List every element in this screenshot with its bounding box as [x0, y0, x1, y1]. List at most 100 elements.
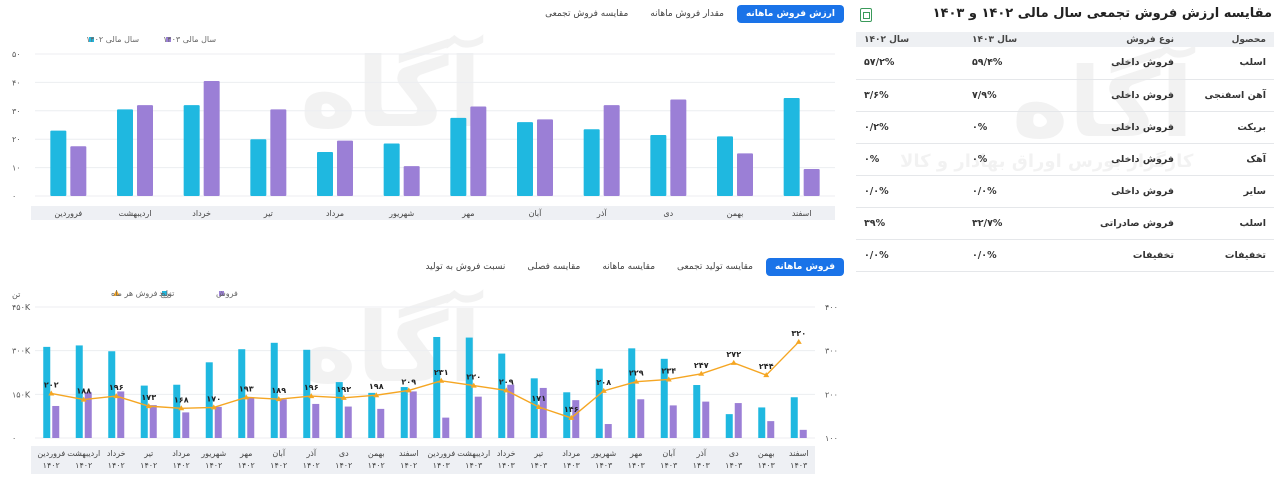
bar-production	[563, 392, 571, 438]
bottom-chart-tab-2[interactable]: مقایسه ماهانه	[602, 262, 656, 272]
bar-1403	[737, 153, 753, 196]
x-tick-year: ۱۴۰۳	[758, 461, 776, 470]
top-chart-tab-1[interactable]: مقدار فروش ماهانه	[650, 9, 724, 19]
x-tick-year: ۱۴۰۲	[238, 461, 255, 470]
x-tick-year: ۱۴۰۳	[563, 461, 581, 470]
rate-point	[113, 393, 120, 399]
table-row: سایر فروش داخلی ۰/۰% ۰/۰%	[856, 175, 1274, 208]
header-sale-type: نوع فروش	[1072, 32, 1182, 47]
rate-data-label: ۱۹۳	[239, 384, 254, 393]
bar-sales	[572, 400, 580, 438]
bar-sales	[214, 406, 222, 438]
cell-sale-type: فروش داخلی	[1072, 175, 1182, 208]
x-tick-year: ۱۴۰۳	[498, 461, 516, 470]
bar-sales	[799, 429, 807, 438]
cell-sale-type: فروش داخلی	[1072, 111, 1182, 144]
x-tick-year: ۱۴۰۳	[693, 461, 711, 470]
bar-sales	[247, 397, 255, 438]
right-y-tick-label: ۲۰۰	[825, 390, 838, 399]
bar-1403	[337, 140, 353, 196]
bar-sales	[637, 399, 645, 438]
x-tick-year: ۱۴۰۳	[465, 461, 483, 470]
cell-year-1403: ۰%	[964, 111, 1072, 144]
legend-swatch	[219, 291, 224, 296]
y-tick-label: ۲۰	[12, 135, 21, 144]
right-y-tick-label: ۱۰۰	[825, 434, 838, 443]
bottom-chart-tab-0[interactable]: فروش ماهانه	[765, 258, 844, 276]
bar-production	[498, 353, 506, 438]
x-tick-year: ۱۴۰۲	[173, 461, 190, 470]
x-tick-year: ۱۴۰۲	[205, 461, 222, 470]
x-tick-year: ۱۴۰۳	[530, 461, 548, 470]
x-tick-label: شهریور	[200, 449, 226, 458]
top-chart-tab-0[interactable]: ارزش فروش ماهانه	[736, 5, 844, 23]
bar-1403	[603, 105, 620, 196]
panel-title: مقایسه ارزش فروش تجمعی سال مالی ۱۴۰۲ و ۱…	[932, 6, 1272, 21]
rate-point	[730, 359, 737, 365]
rate-data-label: ۱۹۲	[336, 385, 351, 394]
cell-product: سایر	[1182, 175, 1274, 208]
bar-sales	[767, 421, 775, 438]
excel-export-icon[interactable]	[860, 8, 872, 22]
monthly-sales-production-chart: ۰ ۱۵۰K ۳۰۰K ۴۵۰K ۱۰۰ ۲۰۰ ۳۰۰ ۴۰۰ تن فروردین ۱۴۰۲ ار…	[0, 283, 845, 490]
x-tick-label: آذر	[305, 448, 316, 458]
x-tick-label: بهمن	[758, 449, 775, 458]
x-tick-label: تیر	[533, 449, 543, 458]
bar-production	[465, 337, 473, 438]
monthly-sales-value-chart: ۰ ۱۰ ۲۰ ۳۰ ۴۰ ۵۰ فروردین اردیبهشت خرداد تیر مرداد ش…	[0, 28, 845, 228]
cell-year-1403: ۰/۰%	[964, 175, 1072, 208]
header-year-1403: سال ۱۴۰۳	[964, 32, 1072, 47]
bottom-chart-tab-4[interactable]: نسبت فروش به تولید	[425, 262, 506, 272]
legend-swatch	[162, 291, 167, 296]
rate-data-label: ۲۷۲	[726, 350, 741, 359]
y-tick-label: ۱۰	[12, 164, 21, 173]
x-tick-label: شهریور	[388, 209, 414, 218]
x-tick-year: ۱۴۰۳	[660, 461, 678, 470]
rate-point	[633, 378, 640, 384]
x-tick-year: ۱۴۰۲	[140, 461, 157, 470]
table-row: اسلب فروش صادراتی ۳۲/۷% ۳۹%	[856, 207, 1274, 240]
x-tick-year: ۱۴۰۳	[628, 461, 646, 470]
rate-data-label: ۲۳۴	[661, 366, 676, 375]
top-chart-tab-2[interactable]: مقایسه فروش تجمعی	[545, 9, 629, 19]
rate-point	[600, 387, 607, 393]
bar-sales	[507, 384, 515, 438]
rate-data-label: ۲۰۹	[499, 377, 514, 386]
x-tick-label: بهمن	[727, 209, 744, 218]
x-tick-year: ۱۴۰۲	[303, 461, 320, 470]
x-tick-label: اردیبهشت	[119, 209, 152, 218]
x-tick-year: ۱۴۰۲	[43, 461, 60, 470]
bar-sales	[84, 392, 92, 438]
cell-sale-type: فروش داخلی	[1072, 79, 1182, 112]
cell-year-1402: ۰/۲%	[856, 111, 964, 144]
legend-swatch	[113, 290, 120, 296]
rate-point	[373, 392, 380, 398]
x-tick-label: مرداد	[326, 209, 344, 218]
rate-point	[698, 370, 705, 376]
legend-label: سال مالی ۱۴۰۳	[163, 35, 216, 44]
x-tick-year: ۱۴۰۳	[790, 461, 808, 470]
bottom-chart-tab-3[interactable]: مقایسه فصلی	[527, 262, 581, 272]
bar-1402	[317, 151, 333, 196]
category-axis-band	[31, 206, 835, 220]
cell-year-1402: ۰/۰%	[856, 239, 964, 272]
y-tick-label: ۰	[12, 192, 16, 201]
rate-data-label: ۱۸۹	[271, 386, 286, 395]
bar-1402	[383, 143, 400, 196]
bar-1403	[403, 166, 420, 196]
table-row: تخفیفات تخفیفات ۰/۰% ۰/۰%	[856, 239, 1274, 272]
rate-point	[308, 393, 315, 399]
bar-1403	[70, 146, 87, 196]
bar-1403	[537, 119, 553, 196]
bar-production	[628, 348, 636, 438]
x-tick-label: دی	[339, 449, 349, 458]
y-tick-label: ۵۰	[12, 50, 21, 59]
x-tick-label: اسفند	[789, 449, 809, 458]
x-tick-year: ۱۴۰۲	[75, 461, 92, 470]
rate-data-label: ۱۷۳	[141, 393, 156, 402]
bar-production	[75, 345, 83, 438]
bottom-chart-tab-1[interactable]: مقایسه تولید تجمعی	[677, 262, 753, 272]
bar-sales	[604, 424, 612, 438]
bar-production	[530, 378, 538, 438]
bar-sales	[669, 405, 677, 438]
